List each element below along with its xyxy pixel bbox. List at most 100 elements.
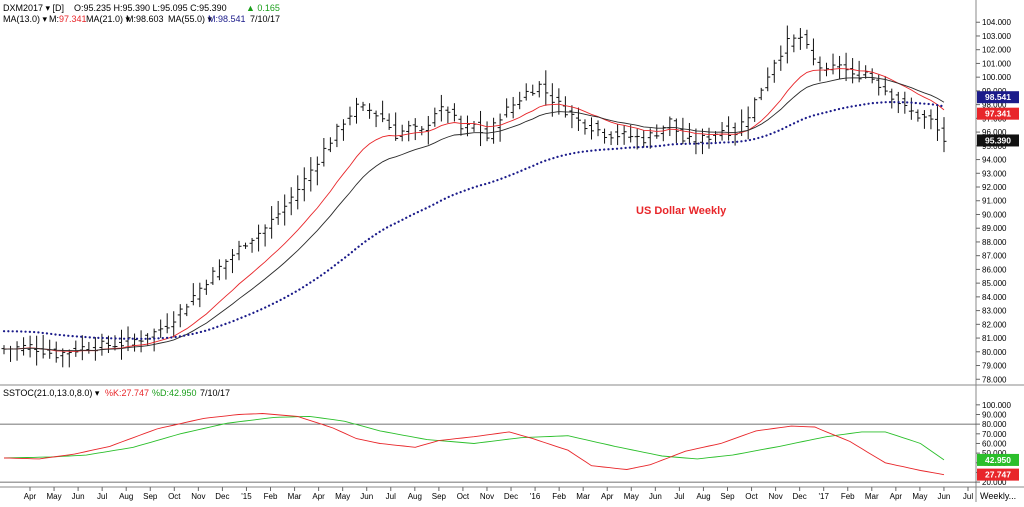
price-tick-label: 98.000	[982, 101, 1007, 110]
time-tick-label: Jun	[649, 492, 662, 501]
time-tick-label: Sep	[720, 492, 735, 501]
time-tick-label: Feb	[841, 492, 855, 501]
time-tick-label: Feb	[552, 492, 566, 501]
time-tick-label: Mar	[576, 492, 590, 501]
time-tick-label: Jun	[72, 492, 85, 501]
stoch-tick-label: 80.000	[982, 420, 1007, 429]
price-tick-label: 86.000	[982, 265, 1007, 274]
time-tick-label: May	[46, 492, 61, 501]
price-tick-label: 92.000	[982, 183, 1007, 192]
time-tick-label: Sep	[432, 492, 447, 501]
price-tick-label: 103.000	[982, 32, 1011, 41]
price-tick-label: 87.000	[982, 252, 1007, 261]
time-tick-label: Jul	[386, 492, 396, 501]
stoch-tick-label: 70.000	[982, 430, 1007, 439]
time-tick-label: Nov	[191, 492, 205, 501]
time-tick-label: Dec	[215, 492, 229, 501]
time-tick-label: Jun	[360, 492, 373, 501]
price-tick-label: 102.000	[982, 46, 1011, 55]
stoch-tick-label: 50.000	[982, 449, 1007, 458]
ma55-value: M:98.541	[208, 14, 246, 24]
time-tick-label: Sep	[143, 492, 158, 501]
price-tick-label: 88.000	[982, 238, 1007, 247]
ma21-value: M:98.603	[126, 14, 164, 24]
stoch-d-line	[3, 415, 945, 461]
symbol-label[interactable]: DXM2017 ▾ [D]	[3, 3, 64, 13]
stoch-badge	[977, 453, 1019, 466]
price-tick-label: 80.000	[982, 348, 1007, 357]
stoch-badge-label: 42.950	[985, 455, 1011, 465]
ma21-line	[4, 76, 945, 352]
indicator-lines	[2, 68, 946, 476]
price-tick-label: 89.000	[982, 224, 1007, 233]
price-tick-label: 90.000	[982, 210, 1007, 219]
price-badge	[977, 134, 1019, 147]
time-tick-label: Feb	[264, 492, 278, 501]
stoch-tick-label: 100.000	[982, 401, 1011, 410]
time-tick-label: Aug	[408, 492, 422, 501]
price-tick-label: 93.000	[982, 169, 1007, 178]
price-badge-label: 95.390	[985, 135, 1011, 145]
time-tick-label: Aug	[696, 492, 710, 501]
ma13-value: 97.341	[59, 14, 87, 24]
time-tick-label: Jul	[97, 492, 107, 501]
time-tick-label: Jun	[937, 492, 950, 501]
ma55-label[interactable]: MA(55.0) ▾	[168, 14, 213, 24]
price-tick-label: 84.000	[982, 293, 1007, 302]
ma13-prefix: M:	[49, 14, 59, 24]
time-tick-label: Apr	[890, 492, 903, 501]
time-tick-label: Nov	[480, 492, 494, 501]
price-badge	[977, 91, 1019, 104]
price-tick-label: 96.000	[982, 128, 1007, 137]
price-tick-label: 94.000	[982, 156, 1007, 165]
ma13-line	[4, 68, 945, 352]
ohlc-values: O:95.235 H:95.390 L:95.095 C:95.390	[74, 3, 227, 13]
price-badge-label: 97.341	[985, 109, 1011, 119]
stoch-tick-label: 90.000	[982, 410, 1007, 419]
time-tick-label: Mar	[288, 492, 302, 501]
stoch-k-value: %K:27.747	[105, 388, 149, 398]
price-tick-label: 83.000	[982, 307, 1007, 316]
chart-annotation: US Dollar Weekly	[636, 205, 727, 217]
stoch-badge	[977, 468, 1019, 481]
time-tick-label: Apr	[312, 492, 325, 501]
time-tick-label: Jul	[963, 492, 973, 501]
time-tick-label: Apr	[24, 492, 37, 501]
time-tick-label: Oct	[745, 492, 758, 501]
price-tick-label: 78.000	[982, 375, 1007, 384]
price-tick-label: 85.000	[982, 279, 1007, 288]
price-badge-label: 98.541	[985, 92, 1011, 102]
price-badge	[977, 107, 1019, 120]
price-tick-label: 81.000	[982, 334, 1007, 343]
stoch-d-value: %D:42.950	[152, 388, 197, 398]
time-tick-label: Oct	[168, 492, 181, 501]
price-tick-label: 104.000	[982, 18, 1011, 27]
timeframe-label[interactable]: Weekly...	[980, 491, 1016, 501]
price-tick-label: 101.000	[982, 59, 1011, 68]
price-tick-label: 100.000	[982, 73, 1011, 82]
stoch-tick-label: 60.000	[982, 439, 1007, 448]
time-tick-label: '16	[530, 492, 541, 501]
change-value: ▲ 0.165	[246, 3, 280, 13]
time-tick-label: May	[912, 492, 927, 501]
time-tick-label: '15	[241, 492, 252, 501]
price-tick-label: 82.000	[982, 320, 1007, 329]
stoch-label[interactable]: SSTOC(21.0,13.0,8.0) ▾	[3, 388, 100, 398]
time-tick-label: Apr	[601, 492, 614, 501]
price-tick-label: 91.000	[982, 197, 1007, 206]
price-badges: 98.541 97.341 95.390 42.950 27.747	[977, 91, 1019, 481]
ma21-label[interactable]: MA(21.0) ▾	[86, 14, 131, 24]
time-tick-label: Jul	[674, 492, 684, 501]
time-tick-label: May	[624, 492, 639, 501]
time-tick-label: Nov	[768, 492, 782, 501]
time-tick-label: Dec	[793, 492, 807, 501]
stoch-k-line	[3, 413, 945, 476]
price-tick-label: 79.000	[982, 362, 1007, 371]
time-tick-label: May	[335, 492, 350, 501]
time-tick-label: Mar	[865, 492, 879, 501]
time-tick-label: Dec	[504, 492, 518, 501]
ma13-label[interactable]: MA(13.0) ▾	[3, 14, 48, 24]
stoch-date: 7/10/17	[200, 388, 230, 398]
